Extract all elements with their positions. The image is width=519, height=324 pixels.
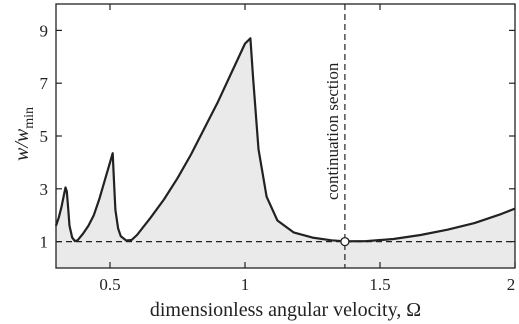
continuation-point-marker bbox=[340, 236, 350, 247]
y-axis-label-sub: min bbox=[22, 107, 37, 129]
continuation-section-label: continuation section bbox=[323, 62, 342, 200]
y-axis-ticks: 1 3 5 7 9 bbox=[40, 21, 515, 252]
x-tick-label: 2 bbox=[507, 275, 516, 294]
x-tick-label: 0.5 bbox=[99, 275, 120, 294]
y-tick-label: 5 bbox=[40, 127, 49, 146]
response-area-fill bbox=[56, 38, 515, 268]
y-tick-label: 3 bbox=[40, 180, 49, 199]
x-axis-label: dimensionless angular velocity, Ω bbox=[150, 299, 421, 321]
y-axis-label: w/wmin bbox=[11, 107, 37, 161]
x-tick-label: 1.5 bbox=[369, 275, 390, 294]
x-axis-ticks: 0.5 1 1.5 2 bbox=[99, 4, 516, 294]
response-curve bbox=[54, 37, 516, 243]
y-tick-label: 9 bbox=[40, 21, 49, 40]
plot-area: 0.5 1 1.5 2 1 3 5 7 9 continuation section bbox=[40, 3, 516, 294]
x-tick-label: 1 bbox=[241, 275, 250, 294]
y-tick-label: 7 bbox=[40, 74, 49, 93]
y-tick-label: 1 bbox=[40, 233, 49, 252]
y-axis-label-base: w/w bbox=[11, 128, 33, 161]
